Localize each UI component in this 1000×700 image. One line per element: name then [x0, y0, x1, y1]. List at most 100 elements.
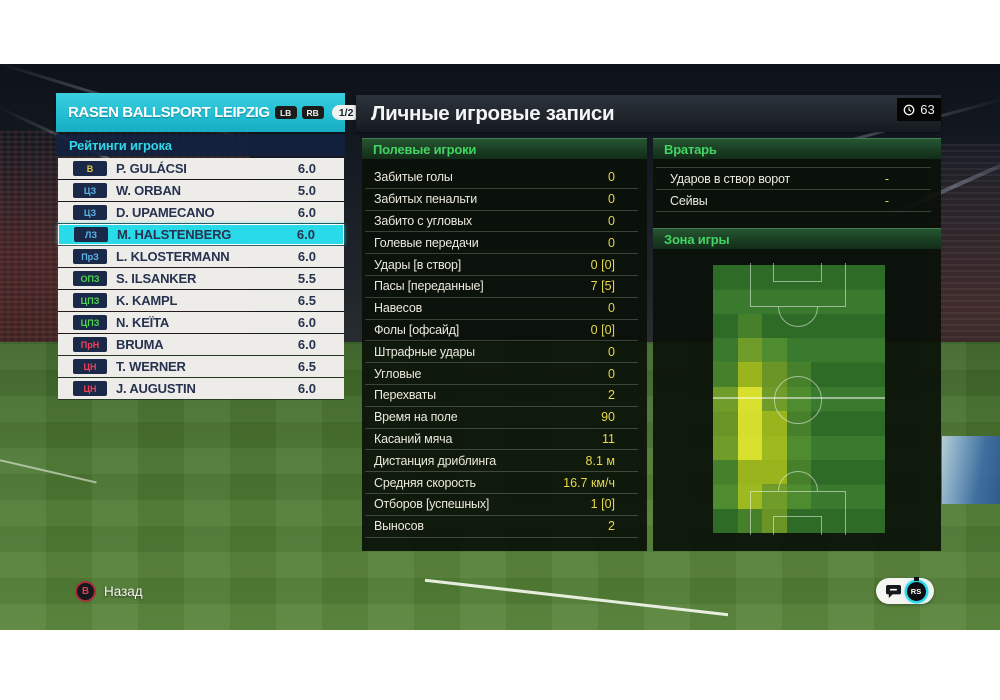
player-name: N. KEÏTA: [116, 315, 170, 330]
stat-value: 0: [608, 235, 615, 250]
stat-label: Дистанция дриблинга: [374, 453, 496, 468]
heat-cell: [836, 509, 861, 533]
heat-cell: [713, 386, 738, 412]
player-row[interactable]: ЦН T. WERNER 6.5: [58, 356, 344, 377]
match-time-badge: 63: [897, 98, 941, 121]
player-row[interactable]: ПрЗ L. KLOSTERMANN 6.0: [58, 246, 344, 267]
heat-cell: [811, 509, 836, 533]
heat-cell: [860, 362, 885, 386]
heat-cell: [811, 338, 836, 362]
position-badge: ЦЗ: [73, 183, 107, 198]
b-button-icon[interactable]: B: [75, 581, 96, 602]
field-stats-list: Забитые голы 0 Забитых пенальти 0 Забито с у…: [365, 167, 638, 538]
player-name: D. UPAMECANO: [116, 205, 215, 220]
heat-cell: [811, 289, 836, 313]
stat-row: Штрафные удары 0: [365, 341, 638, 364]
heat-cell: [738, 289, 763, 313]
stat-row: Средняя скорость 16.7 км/ч: [365, 472, 638, 494]
rb-button-icon[interactable]: RB: [301, 106, 324, 119]
heat-cell: [762, 484, 787, 509]
stat-label: Перехваты: [374, 388, 436, 403]
page-title: Личные игровые записи: [371, 101, 615, 125]
player-name: L. KLOSTERMANN: [116, 249, 230, 264]
stat-row: Удары [в створ] 0 [0]: [365, 254, 638, 276]
stat-value: 7 [5]: [590, 279, 615, 294]
position-badge: ЦПЗ: [73, 293, 107, 308]
player-rating: 6.5: [297, 359, 316, 374]
play-zone-heatmap: [713, 263, 885, 535]
heat-cell: [836, 289, 861, 313]
heat-cell: [836, 436, 861, 460]
player-rating: 6.0: [297, 249, 316, 264]
lb-button-icon[interactable]: LB: [274, 106, 297, 119]
ad-board: [942, 436, 1000, 504]
player-rating: 6.0: [297, 161, 316, 176]
heat-cell: [787, 265, 812, 289]
heat-cell: [737, 435, 763, 460]
game-frame: RASEN BALLSPORT LEIPZIG LB RB 1/2 Рейтин…: [0, 64, 1000, 630]
player-list: В P. GULÁCSI 6.0 ЦЗ W. ORBAN 5.0 ЦЗ D. UPAMECAN…: [58, 158, 344, 400]
player-row[interactable]: В P. GULÁCSI 6.0: [58, 158, 344, 179]
heat-cell: [787, 289, 812, 313]
player-row[interactable]: ЦН J. AUGUSTIN 6.0: [58, 378, 344, 399]
team-header: RASEN BALLSPORT LEIPZIG LB RB 1/2: [56, 93, 361, 132]
stat-value: 0: [608, 366, 615, 381]
stat-row: Забитых пенальти 0: [365, 189, 638, 211]
stat-row: Угловые 0: [365, 363, 638, 385]
heat-cell: [836, 338, 861, 362]
heat-cell: [713, 314, 738, 338]
player-row[interactable]: ЦЗ D. UPAMECANO 6.0: [58, 202, 344, 223]
ratings-header: Рейтинги игрока: [56, 134, 345, 156]
heat-cell: [836, 387, 861, 411]
heat-cell: [738, 265, 763, 289]
stat-value: -: [884, 171, 889, 186]
heat-cell: [860, 460, 885, 484]
heat-cell: [737, 484, 763, 509]
chat-bubble-icon[interactable]: [885, 584, 902, 599]
stat-row: Пасы [переданные] 7 [5]: [365, 276, 638, 298]
heat-cell: [860, 509, 885, 533]
position-badge: ЦПЗ: [73, 315, 107, 330]
heat-cell: [836, 484, 861, 508]
player-row[interactable]: ЦПЗ N. KEÏTA 6.0: [58, 312, 344, 333]
heat-cell: [786, 459, 812, 485]
heat-cell: [762, 314, 787, 338]
heat-cell: [811, 362, 836, 386]
heat-cell: [737, 386, 763, 412]
heatmap-cells: [713, 265, 885, 533]
player-name: S. ILSANKER: [116, 271, 197, 286]
player-row[interactable]: ЛЗ M. HALSTENBERG 6.0: [58, 224, 344, 245]
stat-label: Сейвы: [670, 193, 708, 208]
heat-cell: [836, 265, 861, 289]
heat-cell: [713, 459, 738, 485]
ratings-title: Рейтинги игрока: [69, 137, 172, 153]
player-name: K. KAMPL: [116, 293, 178, 308]
stat-label: Время на поле: [374, 410, 458, 425]
stat-row: Дистанция дриблинга 8.1 м: [365, 450, 638, 473]
back-control[interactable]: B Назад: [75, 581, 143, 602]
player-row[interactable]: ЦЗ W. ORBAN 5.0: [58, 180, 344, 201]
stat-label: Штрафные удары: [374, 344, 475, 359]
rs-stick-icon[interactable]: RS: [906, 576, 926, 601]
stat-label: Фолы [офсайд]: [374, 322, 459, 337]
stat-label: Забитых пенальти: [374, 192, 477, 207]
stat-label: Выносов: [374, 519, 424, 534]
player-name: W. ORBAN: [116, 183, 181, 198]
player-name: BRUMA: [116, 337, 164, 352]
position-badge: ЛЗ: [74, 227, 108, 242]
stat-value: 0 [0]: [590, 322, 615, 337]
heat-cell: [737, 313, 763, 339]
player-row[interactable]: ОПЗ S. ILSANKER 5.5: [58, 268, 344, 289]
player-name: P. GULÁCSI: [116, 161, 187, 176]
stat-row: Забитые голы 0: [365, 167, 638, 189]
player-row[interactable]: ЦПЗ K. KAMPL 6.5: [58, 290, 344, 311]
stat-row: Сейвы -: [656, 190, 931, 212]
position-badge: ОПЗ: [73, 271, 107, 286]
stat-row: Забито с угловых 0: [365, 211, 638, 233]
heat-cell: [787, 338, 812, 362]
heat-cell: [786, 484, 812, 509]
heat-cell: [737, 459, 763, 485]
player-row[interactable]: ПрН BRUMA 6.0: [58, 334, 344, 355]
heat-cell: [713, 484, 738, 509]
heat-cell: [860, 436, 885, 460]
